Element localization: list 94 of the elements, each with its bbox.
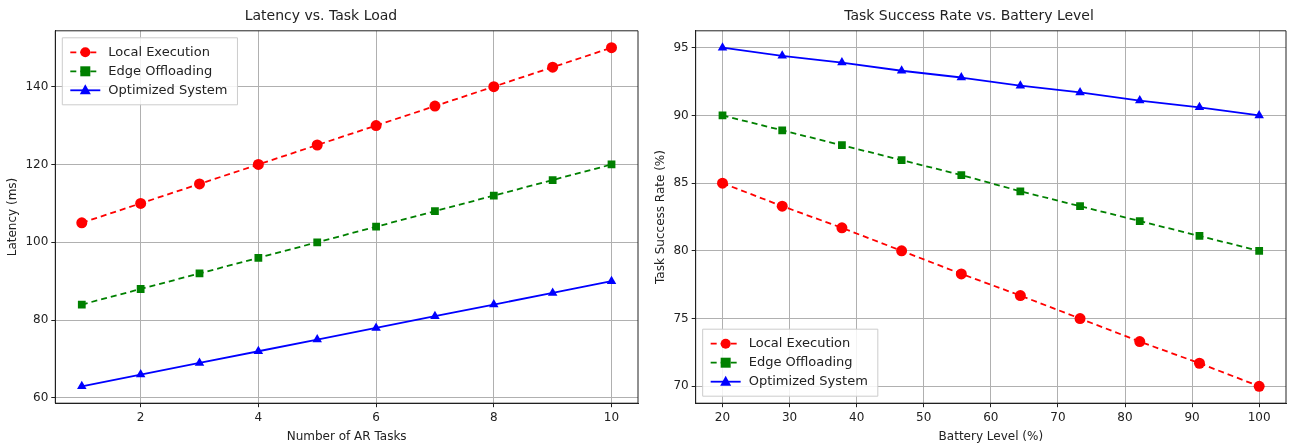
point — [547, 287, 558, 296]
point — [1195, 232, 1204, 240]
point — [837, 57, 847, 66]
point — [252, 158, 264, 170]
point — [312, 334, 322, 343]
y-tick-label: 120 — [25, 156, 49, 171]
point — [1075, 86, 1085, 96]
x-tick-label: 4 — [254, 409, 263, 424]
point — [957, 171, 966, 179]
point — [77, 300, 86, 309]
point — [548, 176, 557, 184]
y-tick-label: 80 — [33, 312, 49, 327]
point — [1135, 217, 1144, 225]
x-tick-label: 20 — [714, 409, 731, 424]
point — [1193, 357, 1205, 369]
point — [778, 126, 787, 135]
point — [776, 200, 788, 212]
point — [430, 310, 440, 319]
point — [135, 369, 146, 378]
point — [1194, 101, 1205, 111]
point — [77, 380, 87, 390]
point — [606, 42, 618, 54]
x-tick-label: 50 — [916, 409, 932, 424]
x-tick-label: 2 — [136, 409, 145, 424]
point — [1253, 380, 1265, 392]
y-axis-title: Task Success Rate (%) — [653, 150, 668, 285]
point — [606, 275, 617, 284]
point — [370, 120, 382, 132]
x-tick-label: 40 — [849, 409, 865, 424]
x-tick-label: 70 — [1050, 409, 1066, 424]
y-tick-label: 100 — [25, 234, 49, 249]
point — [488, 81, 500, 93]
x-axis-title: Number of AR Tasks — [286, 428, 407, 443]
y-tick-label: 95 — [673, 39, 689, 54]
y-tick-label: 60 — [33, 390, 49, 405]
point — [194, 178, 206, 190]
x-tick-label: 10 — [603, 409, 620, 424]
point — [547, 61, 559, 73]
point — [956, 72, 967, 81]
point — [717, 177, 728, 189]
point — [777, 50, 787, 59]
point — [838, 141, 846, 150]
legend-label: Optimized System — [108, 81, 228, 97]
point — [1014, 290, 1026, 302]
legend-label: Optimized System — [748, 373, 868, 389]
legend-label: Local Execution — [108, 43, 210, 59]
point — [431, 207, 439, 216]
point — [1076, 202, 1084, 211]
point — [194, 357, 205, 366]
point — [896, 245, 908, 257]
point — [489, 299, 499, 308]
point — [897, 156, 906, 165]
point — [372, 222, 380, 231]
point — [896, 65, 907, 74]
x-tick-label: 90 — [1184, 409, 1200, 424]
legend-label: Edge Offloading — [108, 62, 213, 78]
y-tick-label: 140 — [25, 78, 49, 93]
x-tick-label: 30 — [781, 409, 798, 424]
point — [1074, 313, 1086, 325]
point — [136, 285, 145, 293]
point — [253, 345, 264, 354]
y-tick-label: 70 — [673, 378, 689, 393]
point — [1015, 80, 1026, 89]
point — [1135, 95, 1145, 104]
legend-label: Local Execution — [748, 335, 851, 351]
point — [1134, 336, 1146, 348]
point — [254, 253, 263, 262]
point — [429, 100, 441, 112]
y-tick-label: 75 — [673, 310, 689, 325]
point — [1254, 109, 1264, 119]
chart-title: Latency vs. Task Load — [244, 7, 398, 24]
y-axis-title: Latency (ms) — [5, 177, 20, 257]
y-tick-label: 80 — [673, 242, 689, 257]
point — [717, 42, 728, 51]
point — [313, 238, 322, 247]
x-axis-title: Battery Level (%) — [938, 428, 1044, 443]
x-tick-label: 80 — [1117, 409, 1133, 424]
point — [76, 217, 88, 229]
legend-label: Edge Offloading — [748, 354, 853, 370]
point — [955, 268, 967, 280]
point — [371, 322, 381, 331]
point — [1255, 246, 1264, 255]
x-tick-label: 60 — [983, 409, 999, 424]
x-tick-label: 100 — [1247, 409, 1271, 424]
y-tick-label: 90 — [673, 107, 689, 122]
x-tick-label: 6 — [372, 409, 380, 424]
chart-title: Task Success Rate vs. Battery Level — [843, 7, 1094, 24]
point — [489, 191, 498, 200]
point — [836, 222, 848, 234]
y-tick-label: 85 — [673, 175, 689, 190]
x-tick-label: 8 — [489, 409, 498, 424]
point — [1016, 187, 1025, 196]
point — [311, 139, 323, 151]
point — [135, 197, 147, 209]
